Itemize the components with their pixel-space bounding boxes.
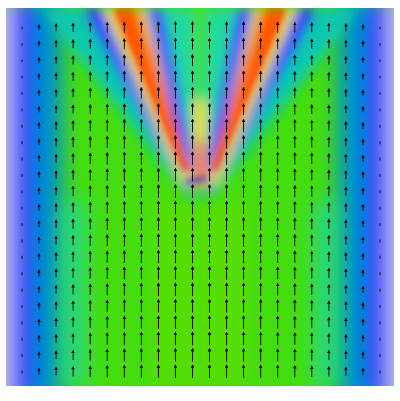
detail-lines — [115, 9, 285, 184]
lower-bands — [62, 200, 338, 386]
vector-arrows — [21, 21, 381, 378]
